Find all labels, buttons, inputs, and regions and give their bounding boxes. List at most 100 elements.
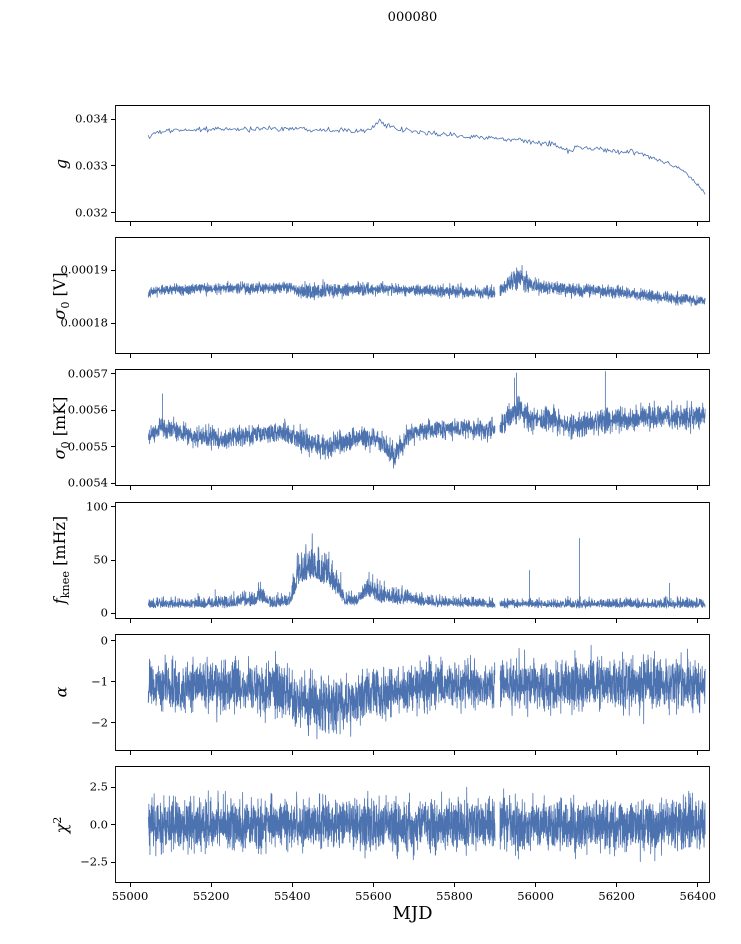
x-tick	[372, 750, 374, 755]
y-tick-label: 50	[93, 552, 108, 567]
y-axis-label-chi2: χ2	[50, 816, 72, 833]
y-tick	[111, 824, 115, 825]
x-tick	[372, 222, 374, 226]
plot-area-g	[115, 105, 710, 222]
y-axis-label-box: σ0 [V]	[49, 237, 73, 354]
x-tick	[535, 354, 537, 359]
x-tick	[535, 883, 537, 887]
y-tick	[111, 482, 115, 484]
x-tick	[535, 750, 537, 755]
x-tick-label: 55600	[355, 889, 392, 903]
x-tick-label: 56000	[517, 889, 554, 903]
y-tick-label: −2.5	[80, 854, 108, 869]
y-tick	[111, 373, 115, 375]
y-tick	[111, 786, 115, 788]
x-tick	[697, 222, 699, 226]
y-tick-label: −2	[91, 715, 108, 730]
x-tick	[616, 618, 618, 623]
y-tick	[111, 409, 115, 411]
plot-area-f-knee	[115, 501, 710, 619]
y-axis-label-box: g	[51, 105, 71, 222]
x-tick	[697, 486, 699, 491]
panel-g: g 0.032 0.033 0.034	[52, 105, 710, 226]
x-tick-label: 55000	[111, 889, 149, 903]
y-axis-label-box: fknee [mHz]	[49, 502, 73, 619]
y-tick	[111, 506, 115, 508]
plot-area-alpha	[115, 633, 710, 751]
x-tick	[129, 354, 131, 359]
x-tick	[372, 486, 374, 491]
x-tick	[616, 354, 618, 359]
x-tick	[697, 883, 699, 887]
x-tick	[210, 486, 212, 491]
y-axis-label-f-knee: fknee [mHz]	[49, 515, 73, 605]
x-tick	[291, 222, 293, 226]
y-tick-label: 0.00018	[60, 315, 108, 330]
y-tick	[111, 446, 115, 448]
x-tick	[535, 222, 537, 226]
y-axis-label-sigma0-V: σ0 [V]	[49, 272, 73, 320]
x-tick	[210, 222, 212, 226]
y-tick-label: 0.032	[75, 204, 108, 219]
x-tick-label: 55800	[436, 889, 473, 903]
y-tick-label: 0.0054	[67, 475, 108, 490]
figure-title: 000080	[387, 10, 438, 25]
y-axis-label-alpha: α	[51, 686, 71, 698]
y-tick	[111, 861, 115, 863]
y-axis-label-g: g	[51, 158, 71, 169]
x-tick	[291, 486, 293, 491]
x-tick	[697, 750, 699, 755]
x-tick	[453, 883, 455, 887]
y-tick-label: 0.0057	[67, 366, 108, 381]
panel-chi2: χ2 −2.5 0.0 2.5	[51, 766, 710, 887]
plot-area-sigma0-V	[115, 237, 710, 355]
x-tick	[129, 883, 131, 887]
x-tick	[535, 486, 537, 491]
y-tick-label: 0.0056	[67, 402, 108, 417]
y-tick	[111, 559, 115, 561]
y-axis-label-box: α	[51, 634, 71, 751]
y-tick-label: 0.0	[89, 816, 108, 831]
panel-sigma0-mK: σ0 [mK] 0.0054 0.0055 0.0056 0.0057	[50, 368, 710, 491]
y-axis-label-box: χ2	[51, 766, 71, 883]
x-tick	[129, 618, 131, 623]
x-tick	[210, 883, 212, 887]
x-tick	[210, 618, 212, 623]
x-axis-label: MJD	[392, 903, 433, 924]
x-tick-label: 56400	[679, 889, 717, 903]
x-tick	[129, 486, 131, 491]
x-tick	[616, 486, 618, 491]
x-tick	[453, 750, 455, 755]
x-tick	[129, 222, 131, 226]
x-tick	[453, 618, 455, 623]
x-tick	[372, 618, 374, 623]
x-tick	[697, 354, 699, 359]
x-tick	[616, 883, 618, 887]
x-tick	[291, 750, 293, 755]
y-tick-label: 0.033	[75, 158, 108, 173]
x-tick	[210, 354, 212, 359]
x-tick	[291, 618, 293, 623]
plot-area-chi2	[115, 766, 710, 883]
y-tick-label: 2.5	[89, 779, 108, 794]
y-tick-label: 0.0055	[67, 439, 108, 454]
y-tick	[111, 722, 115, 724]
x-tick	[616, 222, 618, 226]
x-tick	[453, 486, 455, 491]
y-tick-label: 0	[100, 633, 108, 648]
x-tick	[616, 750, 618, 755]
x-tick	[453, 222, 455, 226]
y-tick	[111, 118, 115, 120]
x-tick	[210, 750, 212, 755]
y-tick	[111, 212, 115, 214]
plot-area-sigma0-mK	[115, 369, 710, 487]
panel-alpha: α −2 −1 0	[52, 633, 710, 755]
y-tick	[111, 612, 115, 614]
x-tick-label: 56200	[598, 889, 635, 903]
y-tick	[111, 322, 115, 324]
x-tick	[129, 750, 131, 755]
x-tick	[291, 354, 293, 359]
y-tick	[111, 640, 115, 642]
x-tick	[291, 883, 293, 887]
y-tick-label: −1	[91, 674, 108, 689]
